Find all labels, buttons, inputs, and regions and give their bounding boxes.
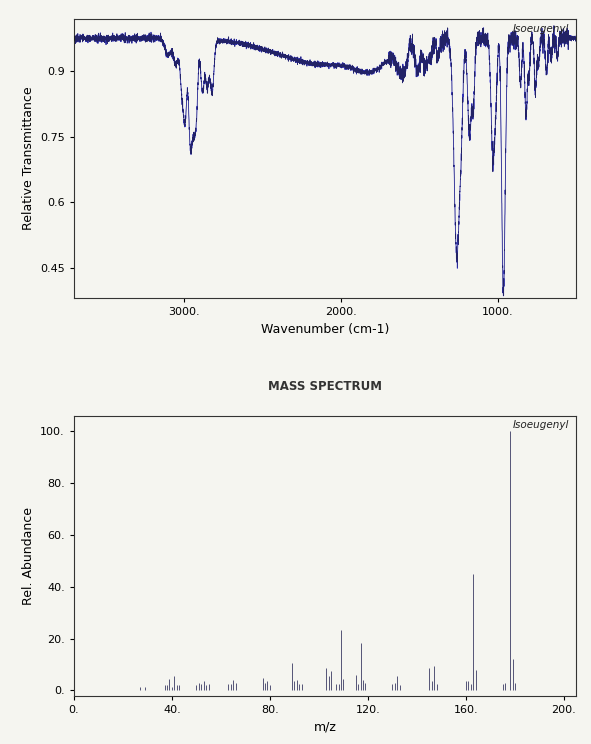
Y-axis label: Rel. Abundance: Rel. Abundance (22, 507, 35, 605)
X-axis label: m/z: m/z (314, 720, 336, 734)
Text: Isoeugenyl: Isoeugenyl (512, 420, 569, 430)
Y-axis label: Relative Transmittance: Relative Transmittance (21, 86, 34, 231)
Text: MASS SPECTRUM: MASS SPECTRUM (268, 380, 382, 394)
Text: Isoeugenyl: Isoeugenyl (512, 25, 569, 34)
X-axis label: Wavenumber (cm-1): Wavenumber (cm-1) (261, 323, 389, 336)
